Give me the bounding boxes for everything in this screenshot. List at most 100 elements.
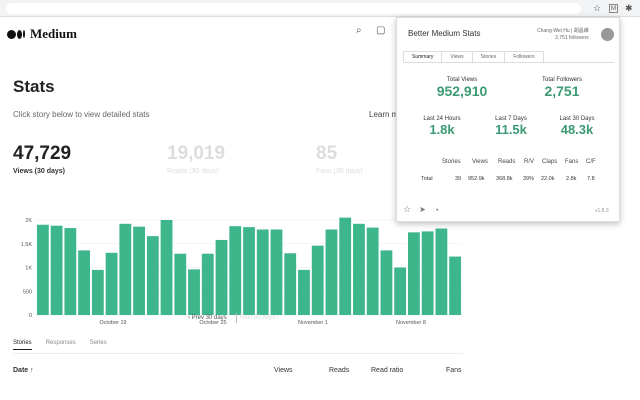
total-followers-stat: Total Followers 2,751 bbox=[527, 77, 597, 99]
version-label: v1.8.3 bbox=[595, 208, 609, 214]
bar[interactable] bbox=[325, 229, 338, 316]
table-header-reads: Reads bbox=[498, 159, 516, 165]
popup-tab-views[interactable]: Views bbox=[441, 51, 473, 62]
github-icon[interactable]: ◔ bbox=[433, 204, 440, 215]
column-fans: Fans bbox=[446, 367, 462, 374]
table-header-fans: Fans bbox=[565, 159, 579, 165]
last-30-days-stat: Last 30 Days 48.3k bbox=[546, 116, 608, 137]
bar[interactable] bbox=[421, 231, 434, 315]
table-header-views: Views bbox=[472, 159, 488, 165]
bar[interactable] bbox=[270, 229, 283, 316]
bar[interactable] bbox=[78, 250, 91, 315]
y-tick-label: 2K bbox=[25, 218, 32, 224]
popup-tab-summary[interactable]: Summary bbox=[403, 51, 443, 62]
total-views-stat: Total Views 952,910 bbox=[427, 77, 497, 99]
views-value: 47,729 bbox=[13, 143, 72, 164]
bar[interactable] bbox=[160, 220, 173, 315]
page: Medium ⌕ ▢ Stats Click story below to vi… bbox=[0, 17, 640, 400]
bar[interactable] bbox=[256, 229, 269, 316]
bar[interactable] bbox=[50, 225, 63, 315]
learn-more-link[interactable]: Learn m bbox=[369, 110, 399, 119]
bar[interactable] bbox=[407, 232, 420, 315]
x-tick-label: October 19 bbox=[99, 320, 126, 326]
views-label: Views (30 days) bbox=[13, 168, 66, 175]
bar[interactable] bbox=[64, 228, 77, 315]
bar[interactable] bbox=[394, 267, 407, 316]
table-header-rv: R/V bbox=[524, 159, 535, 165]
bar[interactable] bbox=[174, 253, 187, 315]
y-tick-label: 1.5K bbox=[21, 242, 33, 248]
pager-divider bbox=[236, 313, 237, 323]
user-followers: 2,751 followers bbox=[555, 35, 589, 41]
page-title: Stats bbox=[13, 77, 55, 96]
bar[interactable] bbox=[36, 224, 49, 315]
bar[interactable] bbox=[201, 253, 214, 315]
bar[interactable] bbox=[311, 245, 324, 315]
total-views-label: Total Views bbox=[446, 77, 478, 83]
popup-user: Chang-Wei Hu | 胡昌維 2,751 followers bbox=[537, 28, 589, 42]
avatar[interactable] bbox=[601, 28, 614, 41]
medium-logo[interactable]: Medium bbox=[7, 26, 77, 42]
bar[interactable] bbox=[188, 269, 200, 315]
column-date[interactable]: Date ↑ bbox=[13, 367, 34, 374]
bar[interactable] bbox=[133, 226, 145, 315]
tab-series[interactable]: Series bbox=[89, 340, 107, 346]
tab-responses[interactable]: Responses bbox=[45, 340, 76, 346]
column-views: Views bbox=[274, 367, 293, 374]
total-followers-label: Total Followers bbox=[541, 77, 582, 83]
bar[interactable] bbox=[366, 227, 379, 315]
last-24-hours-stat: Last 24 Hours 1.8k bbox=[412, 116, 472, 137]
popup-title: Better Medium Stats bbox=[408, 29, 481, 38]
table-total-views: 952.9k bbox=[468, 176, 485, 182]
bar[interactable] bbox=[146, 236, 159, 315]
bar[interactable] bbox=[380, 250, 393, 315]
column-reads: Reads bbox=[329, 367, 350, 374]
bar[interactable] bbox=[353, 223, 365, 315]
bar[interactable] bbox=[105, 252, 118, 315]
table-header-claps: Claps bbox=[542, 159, 558, 165]
total-views-value: 952,910 bbox=[436, 83, 488, 99]
bar[interactable] bbox=[91, 269, 104, 315]
table-total-label: Total bbox=[421, 176, 433, 182]
x-tick-label: November 1 bbox=[298, 320, 328, 326]
column-read-ratio: Read ratio bbox=[371, 367, 404, 374]
tab-stories[interactable]: Stories bbox=[13, 340, 32, 350]
page-subtitle: Click story below to view detailed stats bbox=[13, 110, 150, 119]
address-bar[interactable] bbox=[6, 3, 581, 14]
popup-tab-followers[interactable]: Followers bbox=[504, 51, 544, 62]
bar[interactable] bbox=[229, 226, 242, 315]
bookmark-star-icon[interactable]: ☆ bbox=[593, 3, 602, 13]
popup-tabs: Summary Views Stories Followers bbox=[403, 51, 544, 62]
table-total-cf: 7.8 bbox=[587, 176, 595, 182]
table-total-stories: 39 bbox=[455, 176, 462, 182]
reads-value[interactable]: 19,019 bbox=[167, 143, 226, 164]
bar[interactable] bbox=[435, 228, 448, 315]
bar[interactable] bbox=[119, 223, 132, 315]
table-total-fans: 2.8k bbox=[566, 176, 577, 182]
send-icon[interactable]: ➤ bbox=[419, 205, 426, 214]
user-name: Chang-Wei Hu | 胡昌維 bbox=[537, 28, 589, 34]
star-icon[interactable]: ☆ bbox=[403, 204, 412, 214]
x-tick-label: November 8 bbox=[396, 320, 426, 326]
popup-tab-stories[interactable]: Stories bbox=[471, 51, 506, 62]
fans-label: Fans (30 days) bbox=[316, 168, 363, 175]
puzzle-icon[interactable]: ✱ bbox=[625, 3, 633, 13]
table-total-rv: 39% bbox=[523, 176, 535, 182]
bookmark-icon[interactable]: ▢ bbox=[376, 25, 386, 36]
stats-tabs: Stories Responses Series bbox=[13, 340, 107, 350]
extension-icon[interactable]: M bbox=[609, 4, 618, 13]
last-7-days-label: Last 7 Days bbox=[495, 116, 527, 122]
logo-text: Medium bbox=[30, 26, 77, 41]
prev-30-days-button[interactable]: ‹ Prev 30 days bbox=[188, 315, 227, 321]
bar[interactable] bbox=[339, 217, 352, 315]
bar[interactable] bbox=[215, 239, 228, 315]
fans-value[interactable]: 85 bbox=[316, 143, 338, 164]
bar[interactable] bbox=[449, 256, 462, 315]
bar[interactable] bbox=[243, 227, 255, 315]
browser-toolbar: ☆ M ✱ bbox=[0, 0, 640, 17]
bar[interactable] bbox=[284, 253, 297, 315]
next-30-days-button[interactable]: Next 30 days › bbox=[240, 315, 279, 321]
table-total-reads: 368.8k bbox=[496, 176, 513, 182]
bar[interactable] bbox=[298, 269, 310, 315]
search-icon[interactable]: ⌕ bbox=[356, 25, 362, 36]
